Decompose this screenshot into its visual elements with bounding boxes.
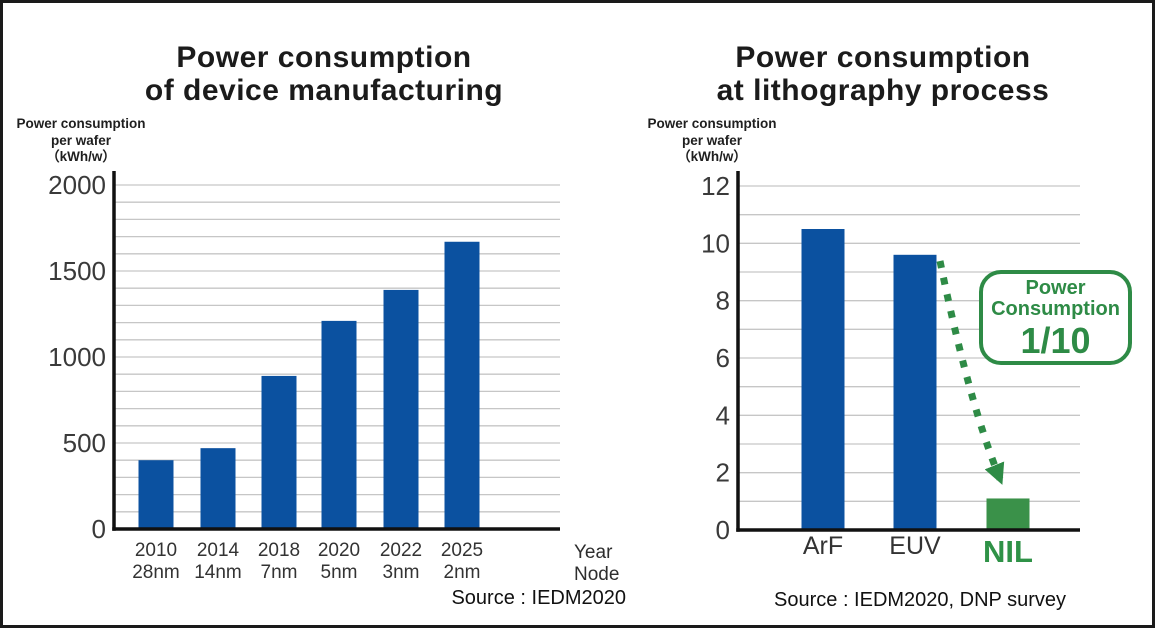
y-tick-label-1000: 1000 [48, 342, 106, 372]
y-tick-label-12: 12 [701, 171, 730, 201]
right-y-axis-label-line3: （kWh/w） [677, 149, 747, 164]
category-label-2014: 2014 [197, 540, 240, 561]
category-label-2010: 2010 [135, 540, 177, 561]
left-y-axis-label: Power consumption per wafer （kWh/w） [11, 116, 151, 166]
category-label-EUV: EUV [889, 532, 941, 560]
category-label-2018: 2018 [258, 540, 300, 561]
bar-2020 [321, 320, 357, 529]
left-chart-title: Power consumption of device manufacturin… [94, 41, 554, 107]
left-x-axis-note: Year Node [574, 542, 619, 586]
lithography-chart: 0 2 4 6 8 10 12 ArF EUV NIL [701, 171, 1080, 569]
category-sublabel-2nm: 2nm [444, 562, 481, 583]
y-tick-label-2: 2 [716, 458, 730, 488]
bar-EUV [893, 254, 937, 531]
left-y-axis-label-line2: per wafer [50, 132, 112, 148]
bar-2022 [383, 289, 419, 529]
category-label-NIL: NIL [983, 534, 1033, 569]
y-tick-label-6: 6 [716, 343, 730, 373]
bar-2018 [261, 375, 297, 529]
y-tick-label-10: 10 [701, 228, 730, 258]
bar-ArF [801, 229, 845, 530]
y-tick-label-0: 0 [716, 515, 730, 545]
x-axis-note-node: Node [574, 564, 620, 585]
bar-2010 [138, 460, 174, 529]
category-sublabel-28nm: 28nm [132, 562, 180, 583]
y-tick-label-2000: 2000 [48, 170, 106, 200]
right-chart-title-line2: at lithography process [716, 74, 1050, 107]
x-axis-note-year: Year [574, 542, 613, 563]
right-y-axis-label-line1: Power consumption [647, 116, 777, 131]
category-sublabel-5nm: 5nm [321, 562, 358, 583]
right-chart-title-line1: Power consumption [735, 41, 1031, 74]
callout-value: 1/10 [1020, 319, 1091, 361]
left-chart-title-line2: of device manufacturing [144, 74, 504, 107]
bar-NIL [986, 498, 1030, 530]
right-chart-title: Power consumption at lithography process [653, 41, 1113, 107]
y-tick-label-1500: 1500 [48, 256, 106, 286]
right-y-axis-label-line2: per wafer [681, 132, 743, 148]
reduction-arrow [936, 260, 1005, 485]
y-tick-label-0: 0 [92, 514, 106, 544]
bar-2025 [444, 241, 480, 529]
y-tick-label-8: 8 [716, 286, 730, 316]
left-y-axis-label-line3: （kWh/w） [46, 149, 116, 164]
y-tick-label-500: 500 [63, 428, 106, 458]
right-chart-source: Source : IEDM2020, DNP survey [774, 589, 1066, 611]
category-sublabel-14nm: 14nm [194, 562, 242, 583]
power-reduction-callout: Power Consumption 1/10 [979, 270, 1132, 365]
category-label-2025: 2025 [441, 540, 483, 561]
left-y-axis-label-line1: Power consumption [16, 116, 146, 131]
bar-2014 [200, 448, 236, 529]
category-label-2020: 2020 [318, 540, 360, 561]
callout-line1: Power [1025, 276, 1086, 299]
category-label-2022: 2022 [380, 540, 422, 561]
left-chart-title-line1: Power consumption [176, 41, 472, 74]
category-sublabel-3nm: 3nm [383, 562, 420, 583]
y-tick-label-4: 4 [716, 400, 730, 430]
right-y-axis-label: Power consumption per wafer （kWh/w） [642, 116, 782, 166]
left-chart-source: Source : IEDM2020 [451, 587, 626, 609]
charts-svg: 0500100015002000201028nm201414nm20187nm2… [48, 170, 1080, 583]
category-sublabel-7nm: 7nm [261, 562, 298, 583]
callout-line2: Consumption [991, 297, 1120, 320]
category-label-ArF: ArF [803, 532, 843, 560]
